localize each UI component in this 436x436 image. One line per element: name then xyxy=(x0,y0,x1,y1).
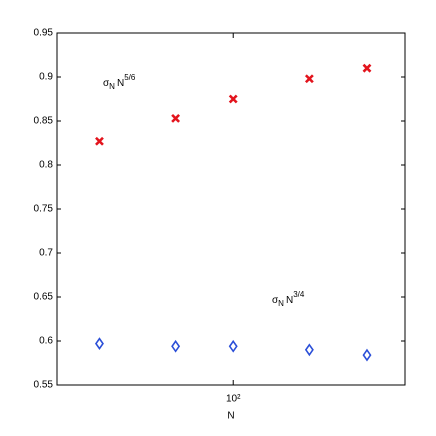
marker-diamond xyxy=(94,337,104,351)
marker-x xyxy=(362,63,372,73)
y-tick-label: 0.75 xyxy=(34,204,54,215)
y-tick-label: 0.9 xyxy=(39,72,53,83)
y-tick-label: 0.95 xyxy=(34,28,54,39)
annotation-base: N xyxy=(286,295,293,306)
annotation-base: N xyxy=(117,78,124,89)
annotation-superscript: 3/4 xyxy=(293,290,305,299)
annotation-subscript: N xyxy=(278,299,284,308)
marker-diamond xyxy=(228,339,238,353)
annotation-symbol: σ xyxy=(272,295,279,306)
marker-x xyxy=(304,74,314,84)
x-axis-label: N xyxy=(227,411,234,422)
y-tick-label: 0.55 xyxy=(34,380,54,391)
marker-diamond xyxy=(362,348,372,362)
y-tick-label: 0.65 xyxy=(34,292,54,303)
y-tick-label: 0.8 xyxy=(39,160,53,171)
annotation: σN N5/6 xyxy=(103,73,136,91)
marker-x xyxy=(171,113,181,123)
marker-diamond xyxy=(304,343,314,357)
y-tick-label: 0.6 xyxy=(39,336,53,347)
annotation-superscript: 5/6 xyxy=(124,73,136,82)
annotation-subscript: N xyxy=(109,82,115,91)
y-tick-label: 0.85 xyxy=(34,116,54,127)
annotation-symbol: σ xyxy=(103,78,110,89)
marker-x xyxy=(95,136,104,146)
marker-diamond xyxy=(171,339,181,353)
annotation: σN N3/4 xyxy=(272,290,305,308)
y-tick-label: 0.7 xyxy=(39,248,53,259)
x-tick-label: 10² xyxy=(226,394,241,405)
marker-x xyxy=(228,94,238,104)
